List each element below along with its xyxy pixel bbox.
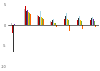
Bar [54, 23, 55, 25]
Bar [13, 25, 14, 52]
Bar [55, 23, 56, 25]
Bar [43, 19, 44, 25]
Bar [50, 21, 51, 25]
Bar [30, 14, 31, 25]
Bar [69, 25, 70, 31]
Bar [67, 19, 68, 25]
Bar [78, 18, 79, 25]
Bar [52, 20, 53, 25]
Bar [80, 20, 81, 25]
Bar [41, 17, 42, 25]
Bar [37, 15, 38, 25]
Bar [79, 16, 80, 25]
Bar [82, 25, 83, 29]
Bar [56, 25, 57, 27]
Bar [28, 12, 29, 25]
Bar [95, 25, 96, 27]
Bar [51, 22, 52, 25]
Bar [81, 21, 82, 25]
Bar [11, 23, 12, 25]
Bar [12, 25, 13, 33]
Bar [39, 17, 40, 25]
Bar [38, 16, 39, 25]
Bar [77, 20, 78, 25]
Bar [25, 6, 26, 25]
Bar [94, 21, 95, 25]
Bar [92, 17, 93, 25]
Bar [40, 16, 41, 25]
Bar [26, 11, 27, 25]
Bar [66, 13, 67, 25]
Bar [24, 9, 25, 25]
Bar [14, 24, 15, 25]
Bar [29, 13, 30, 25]
Bar [64, 19, 65, 25]
Bar [27, 10, 28, 25]
Bar [53, 19, 54, 25]
Bar [68, 20, 69, 25]
Bar [93, 19, 94, 25]
Bar [65, 16, 66, 25]
Bar [90, 20, 91, 25]
Bar [91, 18, 92, 25]
Bar [42, 18, 43, 25]
